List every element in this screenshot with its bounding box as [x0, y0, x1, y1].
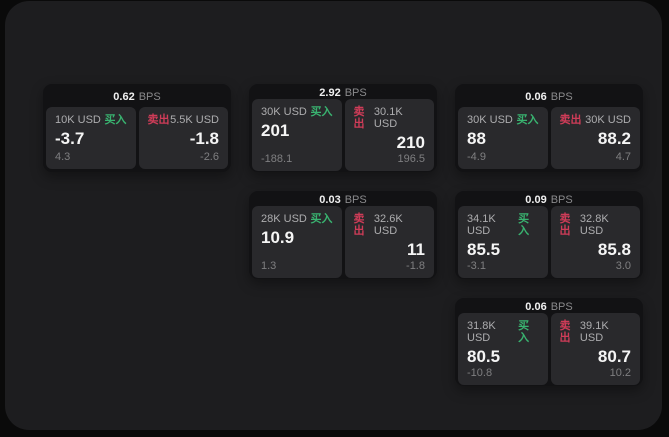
panels-row: 10K USD 买入 -3.7 4.3 卖出 5.5K USD -1.8 -2.… [46, 107, 228, 169]
buy-amount: 30K USD [467, 114, 513, 126]
sell-sub-value: -1.8 [406, 260, 425, 272]
bps-unit-label: BPS [344, 87, 367, 99]
panels-row: 28K USD 买入 10.9 1.3 卖出 32.6K USD 11 -1.8 [252, 206, 434, 278]
card-header: 0.09 BPS [458, 194, 640, 206]
sell-panel[interactable]: 卖出 30K USD 88.2 4.7 [550, 107, 640, 169]
quote-card: 0.03 BPS 28K USD 买入 10.9 1.3 卖出 32.6K US… [249, 191, 437, 279]
card-header: 0.06 BPS [458, 87, 640, 107]
quote-cards-grid: 0.62 BPS 10K USD 买入 -3.7 4.3 卖出 5.5K USD [43, 84, 643, 386]
buy-sub-value: -188.1 [261, 153, 293, 165]
sell-amount: 5.5K USD [170, 114, 219, 126]
card-header: 0.06 BPS [458, 301, 640, 313]
buy-amount: 31.8K USD [467, 320, 496, 344]
sell-amount: 32.6K USD [373, 213, 403, 237]
buy-panel[interactable]: 30K USD 买入 88 -4.9 [458, 107, 548, 169]
quote-card: 0.62 BPS 10K USD 买入 -3.7 4.3 卖出 5.5K USD [43, 84, 231, 172]
card-header: 0.62 BPS [46, 87, 228, 107]
bps-value: 0.09 [525, 194, 547, 206]
buy-value: 201 [261, 121, 290, 140]
bps-value: 0.06 [525, 91, 547, 103]
buy-value: 88 [467, 129, 486, 148]
buy-value: 80.5 [467, 347, 501, 366]
sell-label: 卖出 [559, 114, 582, 126]
sell-sub-value: 10.2 [609, 367, 631, 379]
sell-value: 88.2 [597, 129, 631, 148]
buy-panel[interactable]: 28K USD 买入 10.9 1.3 [252, 206, 342, 278]
buy-label: 买入 [518, 320, 530, 344]
bps-value: 0.03 [319, 194, 341, 206]
sell-value: -1.8 [189, 129, 219, 148]
buy-sub-value: -4.9 [467, 151, 486, 163]
quote-card: 0.09 BPS 34.1K USD 买入 85.5 -3.1 卖出 32.8K… [455, 191, 643, 279]
quote-card: 0.06 BPS 30K USD 买入 88 -4.9 卖出 30K USD [455, 84, 643, 172]
sell-label: 卖出 [559, 213, 571, 237]
quote-card: 0.06 BPS 31.8K USD 买入 80.5 -10.8 卖出 39.1… [455, 298, 643, 386]
card-header: 0.03 BPS [252, 194, 434, 206]
sell-sub-value: 3.0 [615, 260, 631, 272]
sell-sub-value: 196.5 [397, 153, 425, 165]
buy-value: 85.5 [467, 240, 501, 259]
buy-value: -3.7 [55, 129, 85, 148]
sell-panel[interactable]: 卖出 5.5K USD -1.8 -2.6 [138, 107, 228, 169]
buy-panel[interactable]: 31.8K USD 买入 80.5 -10.8 [458, 313, 548, 385]
sell-amount: 32.8K USD [579, 213, 609, 237]
sell-amount: 30K USD [585, 114, 631, 126]
panels-row: 31.8K USD 买入 80.5 -10.8 卖出 39.1K USD 80.… [458, 313, 640, 385]
sell-value: 210 [396, 133, 425, 152]
sell-label: 卖出 [353, 213, 365, 237]
bps-unit-label: BPS [550, 194, 573, 206]
quote-card: 2.92 BPS 30K USD 买入 201 -188.1 卖出 30.1K … [249, 84, 437, 172]
buy-amount: 34.1K USD [467, 213, 496, 237]
sell-amount: 30.1K USD [373, 106, 403, 130]
buy-label: 买入 [516, 114, 539, 126]
sell-panel[interactable]: 卖出 32.8K USD 85.8 3.0 [550, 206, 640, 278]
app-surface: 0.62 BPS 10K USD 买入 -3.7 4.3 卖出 5.5K USD [5, 1, 662, 430]
panels-row: 30K USD 买入 201 -188.1 卖出 30.1K USD 210 1… [252, 99, 434, 171]
sell-value: 11 [407, 240, 425, 259]
sell-panel[interactable]: 卖出 30.1K USD 210 196.5 [344, 99, 434, 171]
bps-value: 0.06 [525, 301, 547, 313]
bps-unit-label: BPS [138, 91, 161, 103]
panels-row: 30K USD 买入 88 -4.9 卖出 30K USD 88.2 4.7 [458, 107, 640, 169]
sell-panel[interactable]: 卖出 39.1K USD 80.7 10.2 [550, 313, 640, 385]
buy-panel[interactable]: 30K USD 买入 201 -188.1 [252, 99, 342, 171]
buy-sub-value: -10.8 [467, 367, 493, 379]
buy-value: 10.9 [261, 228, 295, 247]
bps-value: 0.62 [113, 91, 135, 103]
sell-label: 卖出 [353, 106, 365, 130]
buy-amount: 28K USD [261, 213, 307, 225]
sell-amount: 39.1K USD [579, 320, 609, 344]
sell-sub-value: 4.7 [615, 151, 631, 163]
buy-amount: 30K USD [261, 106, 307, 118]
buy-panel[interactable]: 34.1K USD 买入 85.5 -3.1 [458, 206, 548, 278]
sell-label: 卖出 [559, 320, 571, 344]
buy-label: 买入 [310, 106, 333, 118]
sell-value: 80.7 [597, 347, 631, 366]
bps-value: 2.92 [319, 87, 341, 99]
buy-amount: 10K USD [55, 114, 101, 126]
bps-unit-label: BPS [344, 194, 367, 206]
buy-sub-value: 1.3 [261, 260, 277, 272]
panels-row: 34.1K USD 买入 85.5 -3.1 卖出 32.8K USD 85.8… [458, 206, 640, 278]
bps-unit-label: BPS [550, 301, 573, 313]
buy-sub-value: 4.3 [55, 151, 71, 163]
bps-unit-label: BPS [550, 91, 573, 103]
buy-label: 买入 [310, 213, 333, 225]
buy-label: 买入 [104, 114, 127, 126]
sell-label: 卖出 [147, 114, 170, 126]
sell-value: 85.8 [597, 240, 631, 259]
buy-label: 买入 [518, 213, 530, 237]
sell-panel[interactable]: 卖出 32.6K USD 11 -1.8 [344, 206, 434, 278]
sell-sub-value: -2.6 [200, 151, 219, 163]
buy-sub-value: -3.1 [467, 260, 486, 272]
card-header: 2.92 BPS [252, 87, 434, 99]
buy-panel[interactable]: 10K USD 买入 -3.7 4.3 [46, 107, 136, 169]
